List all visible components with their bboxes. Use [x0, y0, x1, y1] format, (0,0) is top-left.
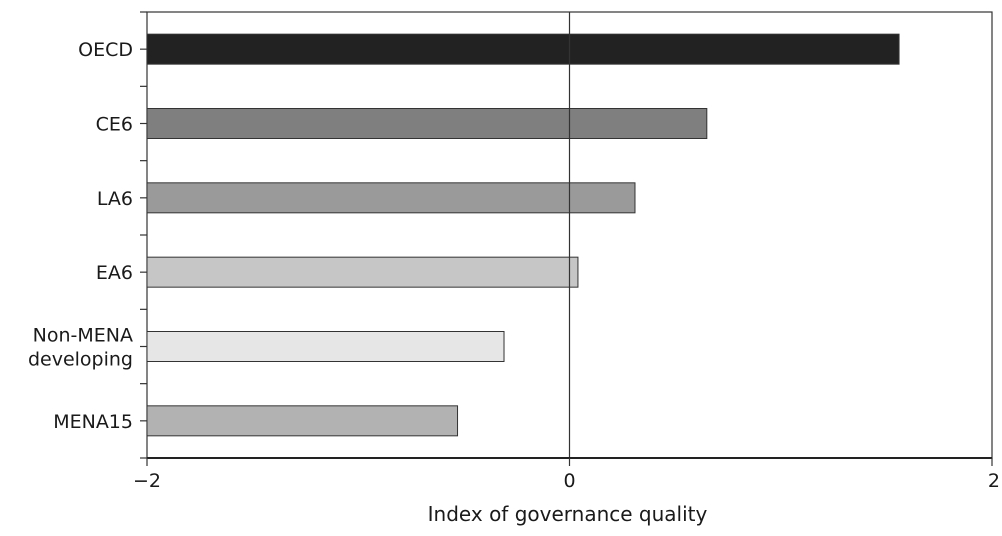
category-label: developing [28, 349, 133, 371]
bars-group [146, 33, 900, 437]
bar-la6 [146, 182, 636, 214]
x-axis-title: Index of governance quality [428, 502, 708, 526]
category-label: EA6 [96, 262, 133, 284]
category-label: LA6 [97, 188, 133, 210]
category-label: Non-MENA [33, 325, 133, 347]
x-tick-label: −2 [133, 470, 161, 492]
category-label: CE6 [96, 114, 133, 136]
axes-group [140, 11, 993, 466]
category-label: MENA15 [53, 411, 133, 433]
x-tick-label: 2 [988, 470, 1000, 492]
x-tick-label: 0 [563, 470, 575, 492]
bar-oecd [146, 33, 900, 65]
bar-mena15 [146, 405, 459, 437]
bar-ea6 [146, 256, 579, 288]
category-label: OECD [78, 39, 133, 61]
bar-ce6 [146, 108, 708, 139]
bar-non-mena-developing [146, 331, 505, 362]
